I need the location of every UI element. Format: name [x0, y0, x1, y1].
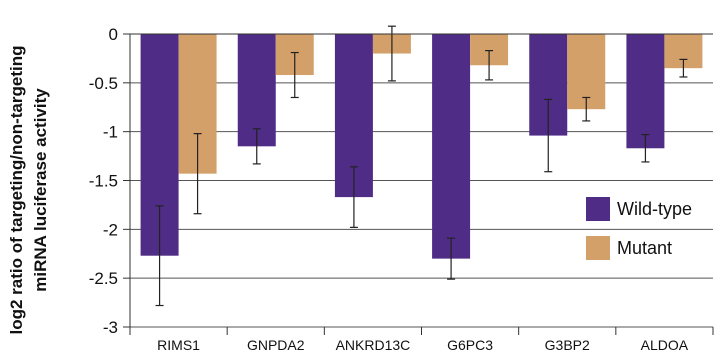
x-tick-label: G6PC3	[447, 337, 493, 353]
legend-label-mutant: Mutant	[617, 238, 672, 258]
bars	[140, 34, 703, 259]
x-tick-label: G3BP2	[545, 337, 590, 353]
y-tick-label: -1.5	[89, 172, 118, 191]
y-tick-label: -0.5	[89, 74, 118, 93]
x-tick-label: ALDOA	[641, 337, 689, 353]
bar-wild-type-aldoa	[626, 34, 665, 149]
y-tick-labels: 0 -0.5 -1 -1.5 -2 -2.5 -3	[89, 25, 118, 337]
bar-wild-type-gnpda2	[237, 34, 276, 147]
x-tick-labels: RIMS1 GNPDA2 ANKRD13C G6PC3 G3BP2 ALDOA	[157, 337, 689, 353]
axes	[123, 33, 714, 335]
y-axis-label: log2 ratio of targeting/non-targeting mi…	[7, 46, 50, 335]
error-bars	[155, 25, 688, 307]
legend-swatch-wild-type	[586, 197, 610, 221]
bar-wild-type-g6pc3	[432, 34, 471, 259]
x-tick-label: ANKRD13C	[336, 337, 411, 353]
y-tick-label: 0	[109, 25, 118, 44]
x-tick-label: RIMS1	[157, 337, 200, 353]
legend-swatch-mutant	[586, 236, 610, 260]
y-tick-label: -2.5	[89, 269, 118, 288]
y-axis-label-line1: log2 ratio of targeting/non-targeting	[7, 46, 26, 335]
bar-mutant-g3bp2	[567, 34, 606, 110]
legend: Wild-type Mutant	[586, 197, 692, 260]
y-tick-label: -3	[103, 318, 118, 337]
y-tick-label: -1	[103, 123, 118, 142]
x-tick-label: GNPDA2	[247, 337, 305, 353]
y-tick-label: -2	[103, 220, 118, 239]
legend-label-wild-type: Wild-type	[617, 199, 692, 219]
y-axis-label-line2: miRNA luciferase activity	[31, 88, 50, 292]
